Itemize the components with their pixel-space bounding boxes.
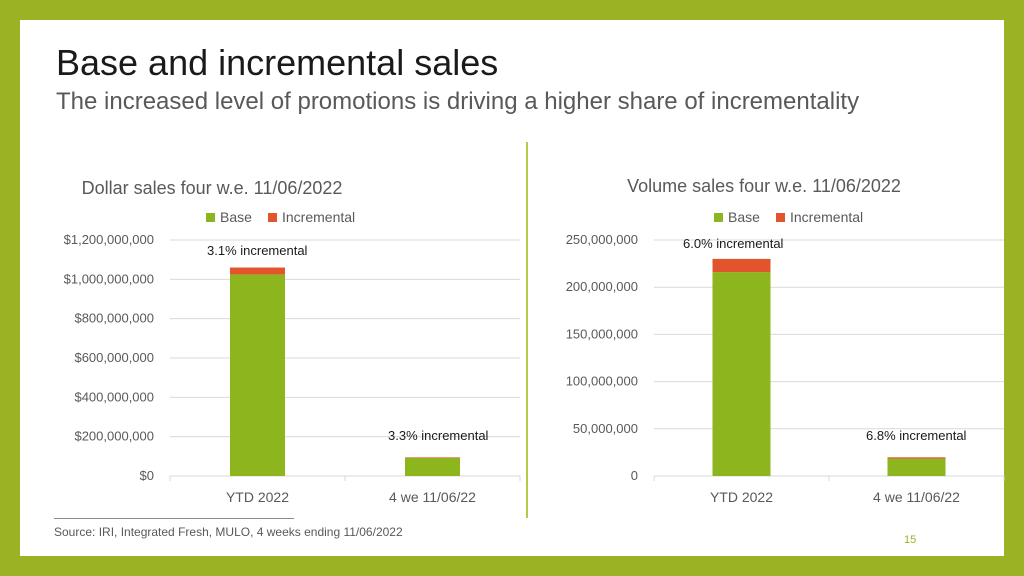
- chart-title: Dollar sales four w.e. 11/06/2022: [82, 178, 343, 198]
- page-number: 15: [904, 534, 917, 546]
- bar-base-ytd: [230, 274, 285, 476]
- y-tick-label: 50,000,000: [573, 421, 638, 436]
- y-tick-label: $1,200,000,000: [64, 232, 154, 247]
- bar-incremental-4we: [405, 457, 460, 458]
- y-tick-label: 150,000,000: [566, 326, 638, 341]
- incremental-annotation: 6.8% incremental: [866, 428, 967, 443]
- legend-label-base: Base: [728, 209, 760, 225]
- bar-base-4we: [887, 458, 946, 476]
- chart-divider: [526, 142, 528, 518]
- volume-sales-chart: Volume sales four w.e. 11/06/2022 Base Inc…: [528, 142, 1005, 518]
- y-tick-label: 250,000,000: [566, 232, 638, 247]
- y-tick-label: $600,000,000: [74, 350, 154, 365]
- chart-title: Volume sales four w.e. 11/06/2022: [627, 176, 901, 196]
- y-tick-label: $0: [140, 468, 154, 483]
- y-tick-label: $400,000,000: [74, 389, 154, 404]
- bar-base-4we: [405, 457, 460, 476]
- bar-base-ytd: [712, 272, 771, 476]
- slide-title: Base and incremental sales: [56, 42, 499, 83]
- bar-incremental-4we: [887, 457, 946, 459]
- x-category-label: 4 we 11/06/22: [389, 489, 476, 505]
- bar-incremental-ytd: [712, 258, 771, 273]
- x-category-label: 4 we 11/06/22: [873, 489, 960, 505]
- legend-swatch-base: [714, 213, 723, 222]
- x-category-label: YTD 2022: [226, 489, 289, 505]
- source-note: Source: IRI, Integrated Fresh, MULO, 4 w…: [54, 525, 403, 539]
- slide-subtitle: The increased level of promotions is dri…: [56, 88, 860, 115]
- y-tick-label: $200,000,000: [74, 429, 154, 444]
- legend-swatch-base: [206, 213, 215, 222]
- source-divider: [54, 518, 294, 519]
- bar-incremental-ytd: [230, 267, 285, 275]
- legend-label-base: Base: [220, 209, 252, 225]
- incremental-annotation: 6.0% incremental: [683, 236, 784, 251]
- legend-swatch-incremental: [268, 213, 277, 222]
- incremental-annotation: 3.3% incremental: [388, 428, 489, 443]
- x-category-label: YTD 2022: [710, 489, 773, 505]
- legend-label-incremental: Incremental: [790, 209, 863, 225]
- y-tick-label: 100,000,000: [566, 374, 638, 389]
- y-tick-label: $800,000,000: [74, 311, 154, 326]
- dollar-sales-chart: Dollar sales four w.e. 11/06/2022 Base Inc…: [20, 142, 526, 518]
- legend-swatch-incremental: [776, 213, 785, 222]
- y-tick-label: $1,000,000,000: [64, 271, 154, 286]
- incremental-annotation: 3.1% incremental: [207, 243, 308, 258]
- slide: Base and incremental sales The increased…: [20, 20, 1005, 556]
- legend-label-incremental: Incremental: [282, 209, 355, 225]
- y-tick-label: 0: [631, 468, 638, 483]
- y-tick-label: 200,000,000: [566, 279, 638, 294]
